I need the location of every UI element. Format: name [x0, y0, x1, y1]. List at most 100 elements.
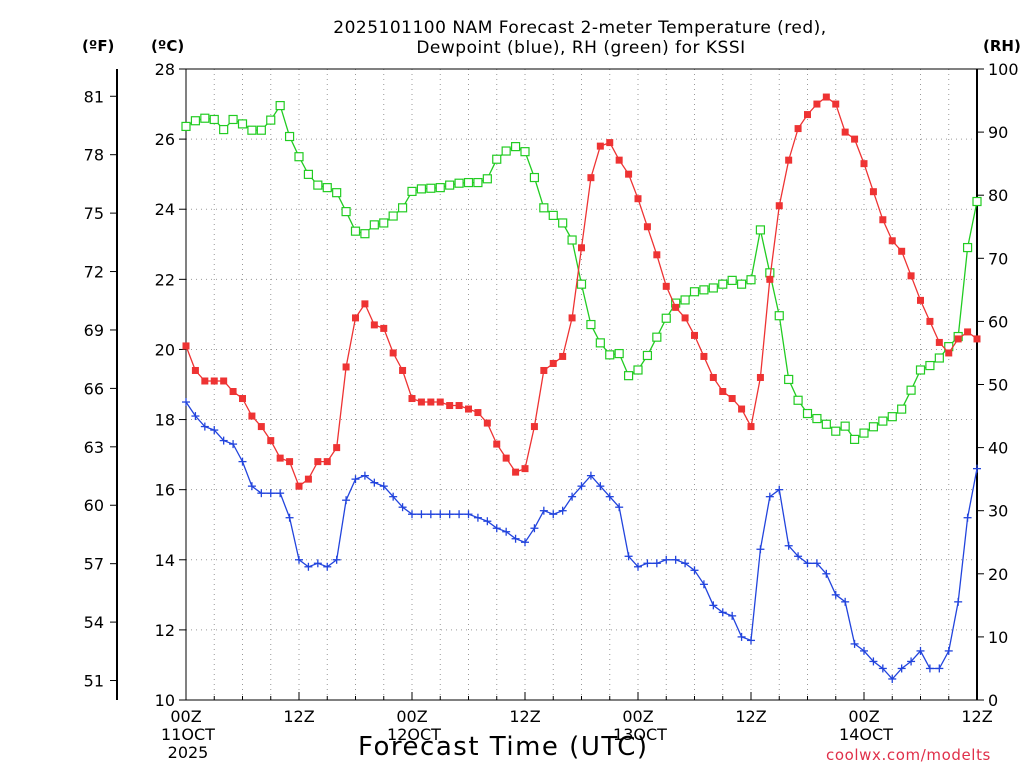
temperature-point: [888, 237, 896, 245]
rh-point: [642, 350, 653, 361]
temperature-point: [333, 444, 341, 452]
temperature-point: [869, 188, 877, 196]
temperature-point: [512, 468, 520, 476]
temperature-point: [804, 111, 811, 119]
rh-point: [407, 186, 417, 197]
temperature-point: [813, 100, 821, 108]
rh-point: [784, 374, 794, 385]
x-tick-label: 12Z: [283, 707, 314, 726]
x-tick-label: 12Z: [735, 707, 766, 726]
rh-point: [303, 169, 314, 179]
temperature-point: [917, 296, 924, 304]
fahrenheit-tick-label: 75: [84, 204, 104, 223]
temperature-point: [634, 195, 642, 203]
temperature-point: [530, 423, 538, 431]
rh-point: [426, 183, 436, 193]
rh-axis-unit: (RH): [983, 37, 1021, 55]
rh-point: [633, 365, 643, 375]
temperature-point: [568, 314, 576, 322]
fahrenheit-axis-unit: (ºF): [82, 37, 115, 55]
celsius-tick-label: 28: [155, 60, 175, 79]
rh-point: [463, 177, 474, 188]
temperature-point: [549, 359, 557, 367]
rh-tick-label: 0: [988, 691, 998, 710]
temperature-point: [483, 419, 491, 427]
rh-point: [256, 125, 266, 135]
temperature-point: [314, 458, 322, 466]
celsius-tick-label: 20: [155, 340, 175, 359]
rh-point: [925, 360, 935, 371]
rh-point: [313, 180, 323, 190]
rh-point: [539, 203, 549, 213]
rh-point: [576, 279, 587, 289]
rh-point: [652, 332, 662, 342]
rh-point: [209, 114, 219, 125]
rh-point: [294, 152, 304, 162]
x-tick-label: 11OCT: [161, 725, 215, 744]
rh-point: [228, 114, 238, 125]
rh-point: [416, 184, 427, 194]
temperature-point: [220, 377, 228, 385]
fahrenheit-tick-label: 72: [84, 263, 104, 282]
temperature-point: [672, 303, 680, 311]
temperature-point: [832, 100, 840, 108]
fahrenheit-tick-label: 66: [84, 379, 104, 398]
x-tick-label: 00Z: [848, 707, 879, 726]
rh-point: [718, 279, 728, 289]
rh-point: [915, 365, 926, 375]
rh-point: [802, 408, 813, 419]
temperature-point: [643, 223, 651, 231]
temperature-point: [653, 251, 661, 259]
temperature-point: [210, 377, 218, 385]
rh-point: [350, 226, 361, 236]
rh-point: [831, 426, 841, 436]
temperature-point: [747, 423, 755, 431]
temperature-point: [691, 331, 698, 339]
rh-point: [369, 220, 379, 230]
temperature-point: [370, 321, 378, 329]
celsius-tick-label: 14: [155, 551, 175, 570]
fahrenheit-tick-label: 54: [84, 613, 104, 632]
temperature-point: [700, 352, 708, 360]
rh-point: [341, 207, 351, 217]
temperature-point: [926, 317, 934, 325]
rh-point: [793, 395, 803, 405]
temperature-point: [907, 272, 915, 280]
rh-point: [708, 283, 718, 293]
temperature-point: [295, 482, 303, 490]
rh-point: [445, 180, 455, 190]
temperature-point: [898, 247, 906, 255]
temperature-point: [719, 388, 727, 396]
rh-point: [520, 147, 530, 157]
temperature-point: [879, 216, 887, 224]
rh-point: [200, 113, 210, 123]
temperature-point: [248, 412, 256, 420]
rh-point: [360, 229, 370, 239]
celsius-axis-unit: (ºC): [151, 37, 185, 55]
rh-point: [397, 203, 408, 213]
rh-point: [812, 413, 822, 424]
rh-point: [962, 242, 973, 253]
fahrenheit-tick-label: 63: [84, 438, 104, 457]
credit-link[interactable]: coolwx.com/modelts: [826, 746, 991, 764]
fahrenheit-tick-label: 78: [84, 146, 104, 165]
rh-point: [501, 146, 511, 156]
rh-point: [868, 422, 879, 432]
temperature-point: [502, 454, 510, 462]
temperature-point: [427, 398, 435, 406]
rh-point: [454, 178, 464, 188]
temperature-point: [738, 405, 746, 413]
rh-point: [266, 115, 276, 125]
temperature-point: [964, 328, 972, 336]
celsius-tick-label: 24: [155, 200, 175, 219]
rh-point: [379, 218, 389, 228]
temperature-point: [474, 409, 482, 417]
rh-tick-label: 40: [988, 439, 1008, 458]
rh-point: [661, 313, 671, 323]
rh-point: [614, 348, 624, 359]
x-tick-label: 12Z: [509, 707, 540, 726]
temperature-point: [191, 366, 199, 374]
temperature-point: [286, 458, 294, 466]
rh-point: [934, 353, 944, 363]
rh-point: [388, 211, 398, 221]
